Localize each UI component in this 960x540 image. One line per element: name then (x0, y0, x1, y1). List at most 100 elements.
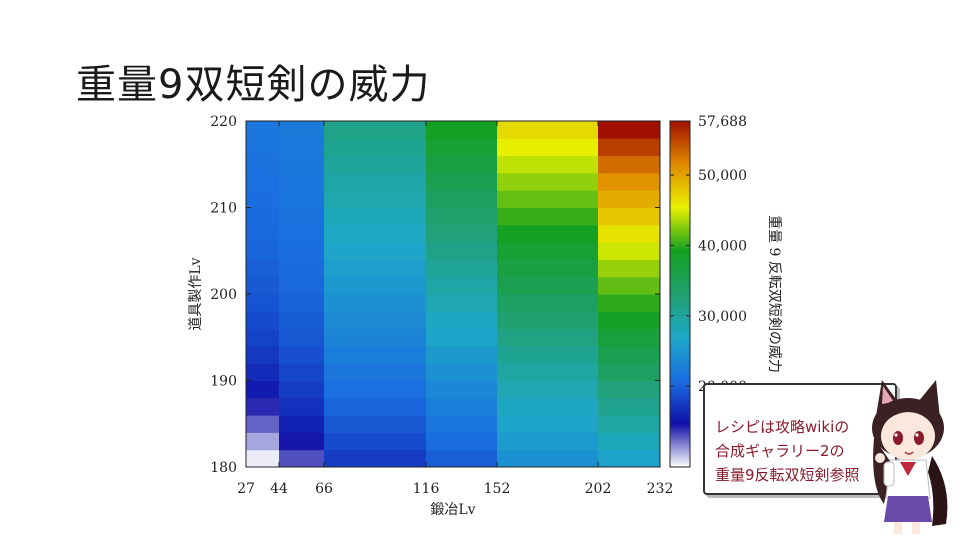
heatmap-cell (279, 242, 325, 260)
heatmap-cell (598, 138, 661, 157)
heatmap-cell (497, 432, 599, 451)
heatmap-cell (497, 380, 599, 399)
heatmap-cell (279, 121, 325, 139)
x-tick-label: 66 (315, 481, 333, 497)
heatmap-cell (426, 380, 498, 399)
heatmap-cell (598, 345, 661, 364)
colorbar-tick-label: 30,000 (698, 309, 747, 325)
heatmap-cell (324, 363, 427, 381)
heatmap-cell (426, 155, 498, 174)
heatmap-cell (598, 415, 661, 433)
heatmap-cell (324, 207, 427, 226)
heatmap-cell (324, 328, 427, 347)
heatmap-cell (246, 121, 280, 139)
heatmap-cell (426, 190, 498, 208)
x-axis-ticks: 27 44 66 116 152 202 232 (237, 121, 673, 497)
heatmap-cell (324, 138, 427, 157)
heatmap-cell (426, 138, 498, 157)
y-tick-label: 190 (210, 374, 237, 390)
heatmap-cell (246, 432, 280, 451)
heatmap-cell (497, 121, 599, 139)
heatmap-cell (497, 138, 599, 157)
heatmap-cell (497, 259, 599, 278)
heatmap-cell (324, 276, 427, 295)
heatmap-cell (426, 363, 498, 381)
heatmap-cell (497, 155, 599, 174)
heatmap-cell (246, 363, 280, 381)
colorbar-tick-label: 57,688 (698, 114, 747, 130)
heatmap-cell (497, 207, 599, 226)
heatmap-cell (324, 242, 427, 260)
x-tick-label: 152 (484, 481, 511, 497)
heatmap-cell (598, 363, 661, 381)
heatmap-cell (497, 224, 599, 243)
heatmap-cell (426, 224, 498, 243)
heatmap-cell (279, 172, 325, 191)
heatmap-cell (246, 259, 280, 278)
colorbar-tick-label: 50,000 (698, 168, 747, 184)
heatmap-cell (324, 311, 427, 330)
heatmap-cell (598, 380, 661, 399)
heatmap-cell (598, 190, 661, 208)
heatmap-cell (324, 380, 427, 399)
heatmap-cell (246, 380, 280, 399)
heatmap-cell (497, 363, 599, 381)
x-tick-label: 232 (647, 481, 674, 497)
heatmap-cell (246, 345, 280, 364)
heatmap-cell (324, 397, 427, 416)
heatmap-cell (279, 415, 325, 433)
heatmap-cell (324, 121, 427, 139)
heatmap-cell (598, 155, 661, 174)
heatmap-cell (426, 242, 498, 260)
heatmap-cell (598, 311, 661, 330)
heatmap-cell (279, 328, 325, 347)
heatmap-cell (598, 172, 661, 191)
y-axis-label: 道具製作Lv (188, 257, 204, 330)
callout-line: 重量9反転双短剣参照 (715, 466, 860, 484)
heatmap-cell (324, 345, 427, 364)
heatmap-cell (598, 449, 661, 468)
y-tick-label: 210 (210, 201, 237, 217)
heatmap-cell (426, 345, 498, 364)
heatmap-cell (426, 121, 498, 139)
heatmap-cell (279, 363, 325, 381)
heatmap-cell (246, 397, 280, 416)
y-tick-label: 200 (210, 287, 237, 303)
heatmap-cell (497, 449, 599, 468)
heatmap-cell (279, 259, 325, 278)
x-tick-label: 116 (413, 481, 440, 497)
heatmap-cell (497, 328, 599, 347)
heatmap-cell (246, 415, 280, 433)
heatmap-cell (497, 345, 599, 364)
heatmap-cell (426, 311, 498, 330)
heatmap-cell (598, 259, 661, 278)
colorbar (669, 120, 691, 468)
heatmap-cell (324, 449, 427, 468)
heatmap-cell (246, 311, 280, 330)
heatmap-cell (246, 155, 280, 174)
heatmap-cell (598, 224, 661, 243)
heatmap-cell (324, 415, 427, 433)
heatmap-cell (246, 294, 280, 312)
colorbar-label: 重量 9 反転双短剣の威力 (766, 215, 782, 373)
y-tick-label: 220 (210, 114, 237, 130)
y-tick-label: 180 (210, 460, 237, 476)
heatmap-cell (497, 397, 599, 416)
heatmap-cell (246, 172, 280, 191)
heatmap-cell (426, 449, 498, 468)
heatmap-cell (279, 397, 325, 416)
heatmap-cell (598, 432, 661, 451)
x-tick-label: 44 (270, 481, 288, 497)
y-axis-ticks: 180 190 200 210 220 (210, 114, 660, 476)
heatmap-cell (279, 224, 325, 243)
heatmap-cell (246, 449, 280, 468)
heatmap-cell (279, 155, 325, 174)
x-tick-label: 27 (237, 481, 255, 497)
heatmap-cell (246, 328, 280, 347)
heatmap-cell (324, 190, 427, 208)
heatmap-cell (279, 276, 325, 295)
x-axis-label: 鍛冶Lv (430, 502, 475, 518)
heatmap-cell (279, 294, 325, 312)
heatmap-cells (246, 121, 661, 468)
heatmap-cell (324, 259, 427, 278)
